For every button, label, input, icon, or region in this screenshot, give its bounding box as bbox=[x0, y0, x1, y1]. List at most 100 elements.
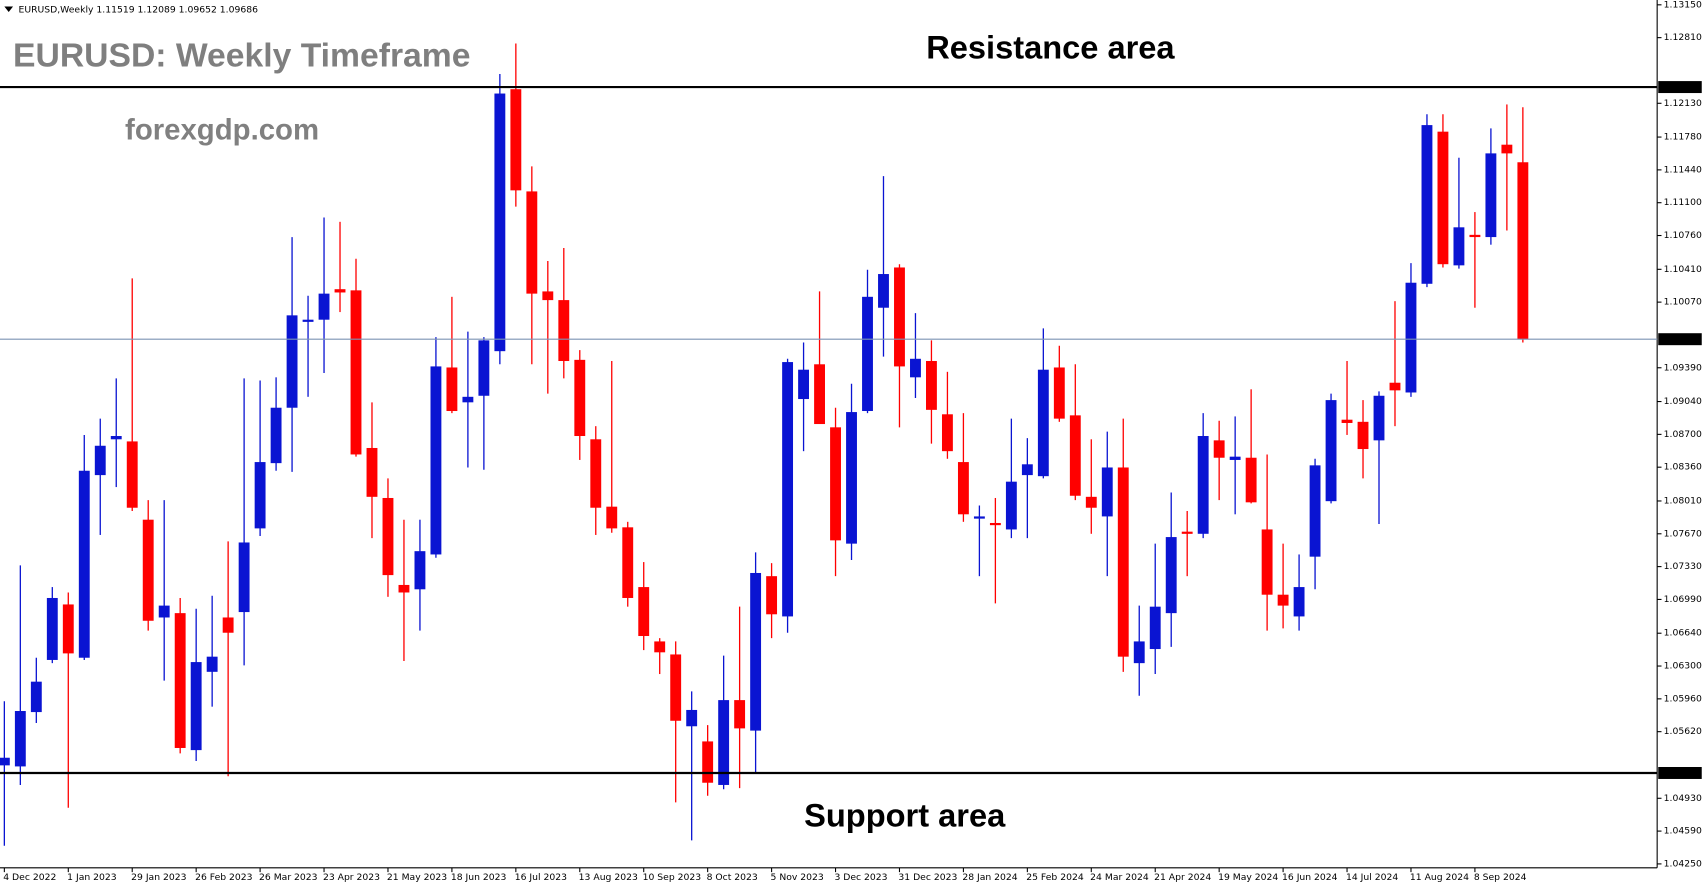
candle-body bbox=[941, 414, 953, 452]
x-tick-label: 25 Feb 2024 bbox=[1026, 872, 1084, 883]
candle-body bbox=[462, 396, 474, 403]
candle-body bbox=[1245, 457, 1257, 503]
candle-body bbox=[622, 527, 634, 598]
x-tick-label: 21 Apr 2024 bbox=[1154, 872, 1211, 883]
x-tick-label: 4 Dec 2022 bbox=[3, 872, 56, 883]
candle-body bbox=[830, 427, 841, 541]
candle-body bbox=[222, 617, 234, 633]
y-tick-label: 1.04590 bbox=[1664, 826, 1702, 837]
candle-body bbox=[1229, 456, 1241, 460]
candle-body bbox=[414, 551, 426, 590]
x-tick-label: 26 Mar 2023 bbox=[259, 872, 318, 883]
candle-body bbox=[686, 709, 698, 727]
candle-body bbox=[1053, 367, 1065, 419]
candle-body bbox=[46, 597, 58, 660]
x-tick-label: 19 May 2024 bbox=[1218, 872, 1278, 883]
candle-body bbox=[0, 757, 10, 766]
candle-body bbox=[1005, 481, 1017, 530]
candle-body bbox=[366, 447, 378, 497]
candle-body bbox=[382, 497, 394, 576]
x-tick-label: 16 Jul 2023 bbox=[515, 872, 567, 883]
y-tick-label: 1.06640 bbox=[1664, 628, 1702, 639]
candle-body bbox=[1469, 234, 1481, 238]
candle-body bbox=[606, 506, 618, 529]
candle-body bbox=[590, 439, 602, 508]
y-tick-label: 1.11440 bbox=[1664, 164, 1702, 175]
candle-body bbox=[814, 364, 825, 425]
candle-body bbox=[30, 681, 42, 713]
candle-body bbox=[510, 89, 522, 191]
annotation: Resistance area bbox=[926, 29, 1175, 66]
candle-body bbox=[142, 519, 154, 621]
candle-body bbox=[846, 412, 857, 544]
x-tick-label: 24 Mar 2024 bbox=[1090, 872, 1149, 883]
y-tick-label: 1.10070 bbox=[1664, 297, 1702, 308]
candle-body bbox=[1373, 395, 1385, 441]
annotation: Support area bbox=[804, 796, 1006, 833]
candle-body bbox=[238, 542, 250, 613]
candle-body bbox=[910, 358, 921, 378]
y-tick-label: 1.06990 bbox=[1664, 594, 1702, 605]
x-tick-label: 3 Dec 2023 bbox=[834, 872, 887, 883]
candle-body bbox=[494, 93, 506, 352]
candle-body bbox=[1037, 369, 1049, 477]
candle-body bbox=[542, 291, 554, 301]
candle-body bbox=[1069, 415, 1081, 496]
x-tick-label: 18 Jun 2023 bbox=[451, 872, 507, 883]
y-tick-label: 1.10410 bbox=[1664, 264, 1702, 275]
candle-body bbox=[158, 605, 170, 618]
y-tick-label: 1.04930 bbox=[1664, 793, 1702, 804]
x-tick-label: 8 Oct 2023 bbox=[707, 872, 758, 883]
candle-body bbox=[798, 369, 810, 400]
candle-body bbox=[894, 267, 905, 367]
y-tick-label: 1.06300 bbox=[1664, 661, 1702, 672]
candle-body bbox=[1165, 537, 1177, 614]
candle-body bbox=[190, 662, 202, 751]
x-tick-label: 23 Apr 2023 bbox=[323, 872, 380, 883]
y-tick-label: 1.05960 bbox=[1664, 693, 1702, 704]
candle-body bbox=[670, 654, 682, 721]
price-level-label: 1.12298 bbox=[1663, 82, 1701, 93]
candle-body bbox=[989, 522, 1001, 526]
watermark: forexgdp.com bbox=[125, 113, 319, 146]
candle-body bbox=[446, 367, 458, 412]
candle-body bbox=[1405, 282, 1417, 393]
candle-body bbox=[1309, 465, 1321, 557]
candle-body bbox=[702, 741, 714, 783]
candle-body bbox=[1149, 606, 1161, 650]
candle-body bbox=[1341, 419, 1353, 423]
x-tick-label: 29 Jan 2023 bbox=[131, 872, 186, 883]
candle-body bbox=[1085, 496, 1097, 508]
candle-body bbox=[478, 340, 490, 396]
candle-body bbox=[126, 441, 138, 508]
candle-body bbox=[334, 289, 346, 293]
candle-body bbox=[782, 362, 794, 617]
y-tick-label: 1.08010 bbox=[1664, 495, 1702, 506]
x-tick-label: 21 May 2023 bbox=[387, 872, 447, 883]
y-tick-label: 1.10760 bbox=[1664, 230, 1702, 241]
x-tick-label: 1 Jan 2023 bbox=[67, 872, 117, 883]
y-tick-label: 1.09040 bbox=[1664, 396, 1702, 407]
y-tick-label: 1.12810 bbox=[1664, 32, 1702, 43]
candle-body bbox=[94, 445, 106, 476]
candle-body bbox=[174, 613, 186, 748]
menu-triangle[interactable] bbox=[4, 6, 14, 12]
price-level-tag bbox=[1658, 333, 1702, 346]
candle-body bbox=[1437, 131, 1449, 265]
price-level-label: 1.09686 bbox=[1663, 334, 1701, 345]
x-tick-label: 11 Aug 2024 bbox=[1410, 872, 1469, 883]
candle-body bbox=[254, 462, 266, 529]
candle-body bbox=[926, 361, 937, 410]
candle-body bbox=[1133, 641, 1145, 664]
candle-body bbox=[350, 290, 362, 455]
chart-title: EURUSD: Weekly Timeframe bbox=[13, 37, 470, 75]
x-tick-label: 14 Jul 2024 bbox=[1346, 872, 1398, 883]
candle-body bbox=[558, 300, 570, 362]
candle-body bbox=[1357, 421, 1369, 450]
x-tick-label: 28 Jan 2024 bbox=[962, 872, 1017, 883]
candle-body bbox=[766, 576, 778, 615]
x-tick-label: 26 Feb 2023 bbox=[195, 872, 253, 883]
candle-body bbox=[110, 436, 122, 440]
candle-body bbox=[286, 315, 298, 408]
candle-body bbox=[1213, 440, 1225, 458]
